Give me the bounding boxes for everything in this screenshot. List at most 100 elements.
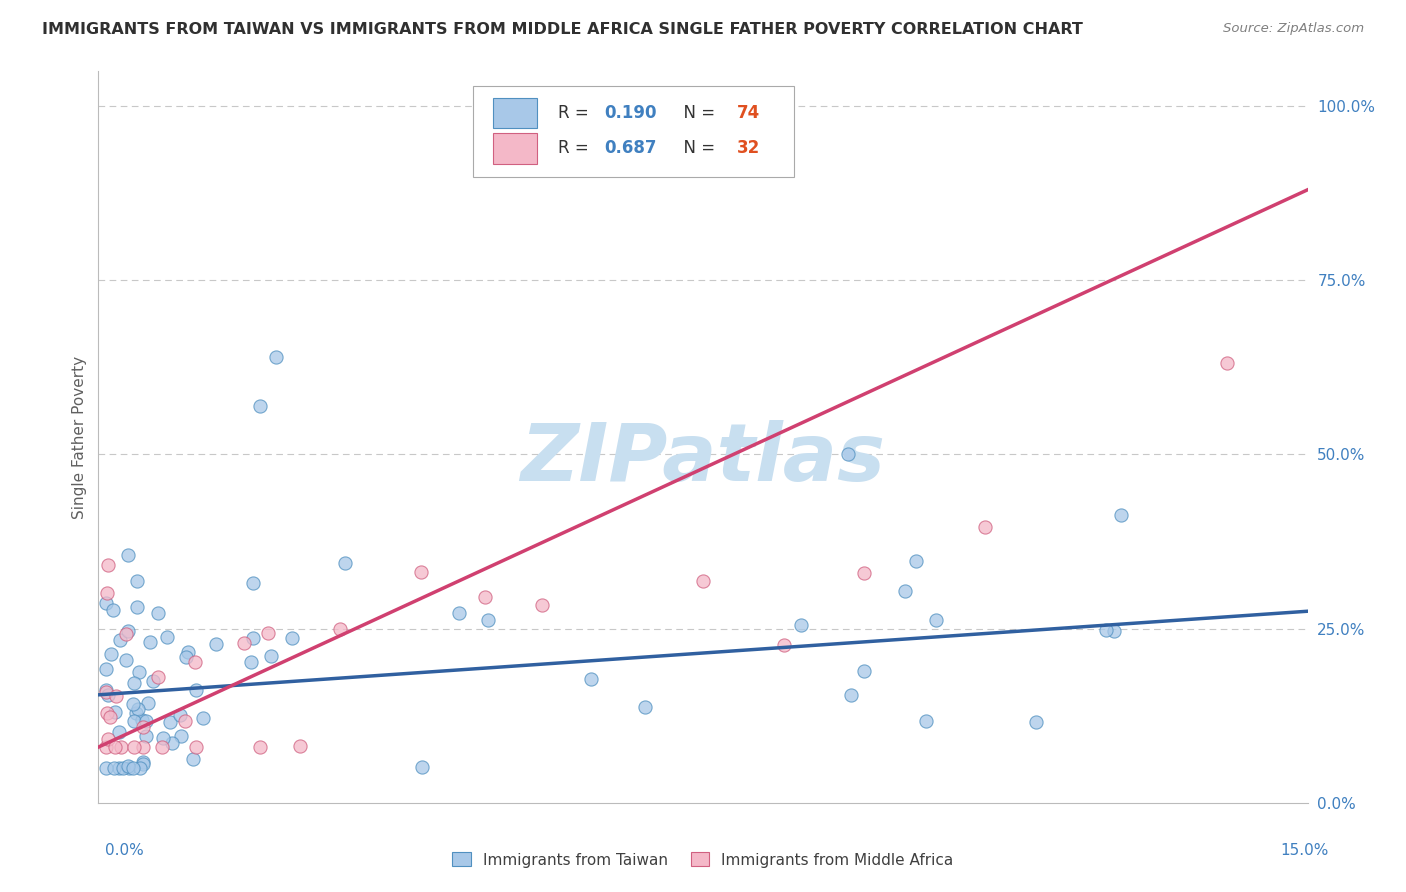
Point <box>122 676 145 690</box>
Point <box>128 665 150 679</box>
Text: 0.190: 0.190 <box>603 104 657 122</box>
Point <box>100 647 122 661</box>
Point <box>924 614 946 628</box>
Point <box>110 632 132 647</box>
Point <box>173 714 195 729</box>
Text: Source: ZipAtlas.com: Source: ZipAtlas.com <box>1223 22 1364 36</box>
Point <box>242 575 264 590</box>
Point <box>122 714 145 728</box>
Point <box>1109 508 1132 523</box>
Point <box>184 740 207 755</box>
Point <box>96 685 118 699</box>
Point <box>97 688 120 702</box>
Point <box>181 752 204 766</box>
Point <box>104 689 127 703</box>
Point <box>839 689 862 703</box>
Point <box>169 708 191 723</box>
Point <box>156 630 179 644</box>
Point <box>411 760 433 774</box>
Point <box>1216 356 1239 370</box>
Point <box>117 624 139 639</box>
Point <box>240 655 263 669</box>
Point <box>905 554 928 568</box>
Point <box>160 736 183 750</box>
Point <box>135 714 157 729</box>
Point <box>449 607 471 621</box>
Point <box>257 626 280 640</box>
Point <box>97 732 120 747</box>
Point <box>260 648 283 663</box>
Legend: Immigrants from Taiwan, Immigrants from Middle Africa: Immigrants from Taiwan, Immigrants from … <box>446 847 960 873</box>
Point <box>117 548 139 562</box>
Text: N =: N = <box>672 139 720 157</box>
Point <box>333 556 356 570</box>
Point <box>96 740 118 755</box>
Point <box>121 761 143 775</box>
Point <box>96 662 118 676</box>
Point <box>103 603 125 617</box>
Point <box>233 636 256 650</box>
Point <box>132 756 155 770</box>
Point <box>96 586 118 600</box>
Text: ZIPatlas: ZIPatlas <box>520 420 886 498</box>
Point <box>150 740 173 755</box>
Point <box>837 448 859 462</box>
FancyBboxPatch shape <box>492 98 537 128</box>
Text: 0.0%: 0.0% <box>105 843 145 858</box>
Point <box>135 729 157 743</box>
Point <box>530 598 553 612</box>
Point <box>581 673 603 687</box>
Point <box>184 655 207 669</box>
Point <box>915 714 938 728</box>
Point <box>146 607 169 621</box>
Point <box>152 731 174 745</box>
Text: N =: N = <box>672 104 720 122</box>
Point <box>117 759 139 773</box>
Y-axis label: Single Father Poverty: Single Father Poverty <box>72 356 87 518</box>
FancyBboxPatch shape <box>492 133 537 163</box>
Point <box>96 596 118 610</box>
Point <box>264 350 287 364</box>
Point <box>634 700 657 714</box>
Point <box>108 725 131 739</box>
Point <box>124 706 146 720</box>
Point <box>97 558 120 573</box>
Point <box>974 519 997 533</box>
Point <box>127 702 149 716</box>
Point <box>170 729 193 743</box>
Point <box>132 757 155 772</box>
Text: 32: 32 <box>737 139 761 157</box>
Point <box>177 645 200 659</box>
Point <box>790 618 813 632</box>
Point <box>103 761 125 775</box>
Text: IMMIGRANTS FROM TAIWAN VS IMMIGRANTS FROM MIDDLE AFRICA SINGLE FATHER POVERTY CO: IMMIGRANTS FROM TAIWAN VS IMMIGRANTS FRO… <box>42 22 1083 37</box>
Point <box>204 637 226 651</box>
Point <box>131 740 153 755</box>
Point <box>288 739 311 754</box>
Point <box>98 710 121 724</box>
Point <box>281 631 304 645</box>
Point <box>111 761 134 775</box>
Point <box>124 740 146 755</box>
Point <box>129 761 152 775</box>
Point <box>114 627 136 641</box>
Point <box>249 399 271 413</box>
Point <box>115 653 138 667</box>
Point <box>893 584 915 599</box>
Point <box>110 740 132 755</box>
FancyBboxPatch shape <box>474 86 793 178</box>
Point <box>96 761 118 775</box>
Point <box>96 706 118 720</box>
Point <box>1025 714 1047 729</box>
Point <box>142 673 165 688</box>
Point <box>107 761 129 775</box>
Point <box>131 713 153 727</box>
Point <box>853 566 876 580</box>
Point <box>477 613 499 627</box>
Point <box>193 711 215 725</box>
Point <box>249 740 271 755</box>
Text: 0.687: 0.687 <box>603 139 657 157</box>
Point <box>118 761 141 775</box>
Point <box>772 638 794 652</box>
Point <box>127 599 149 614</box>
